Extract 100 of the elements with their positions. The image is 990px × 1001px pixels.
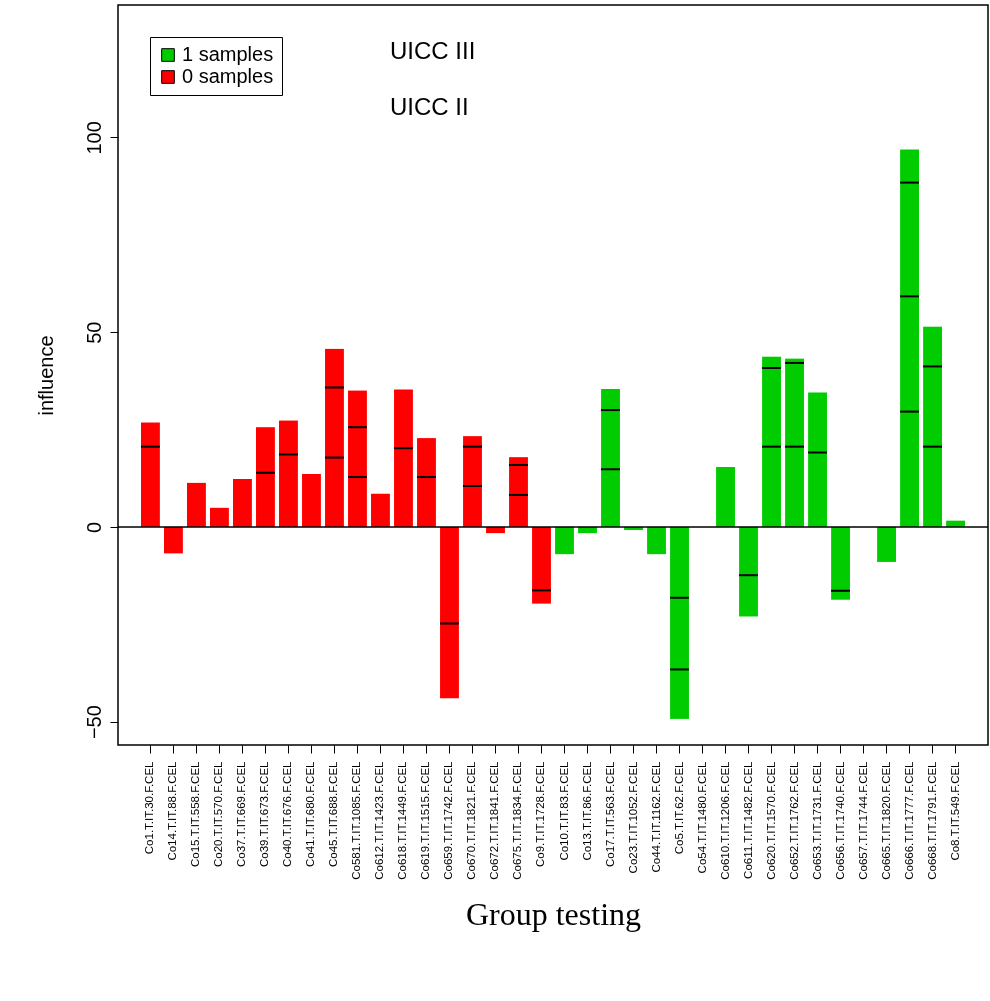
bar xyxy=(440,623,459,699)
x-tick-label: Co37.T.IT.669.F.CEL xyxy=(235,760,248,867)
bar xyxy=(739,575,758,617)
x-tick-label: Co670.T.IT.1821.F.CEL xyxy=(465,760,478,880)
bar xyxy=(509,464,528,495)
bar xyxy=(141,446,160,527)
bar xyxy=(463,436,482,447)
bar xyxy=(900,149,919,183)
bar xyxy=(923,446,942,527)
annotation: UICC III xyxy=(390,37,476,64)
x-tick-label: Co659.T.IT.1742.F.CEL xyxy=(442,760,455,880)
x-tick-label: Co618.T.IT.1449.F.CEL xyxy=(396,760,409,880)
bar xyxy=(256,472,275,527)
y-tick-label: 0 xyxy=(82,521,105,533)
x-tick-label: Co45.T.IT.688.F.CEL xyxy=(327,760,340,867)
x-tick-label: Co666.T.IT.1777.F.CEL xyxy=(902,760,915,880)
bar xyxy=(900,411,919,527)
x-tick-label: Co612.T.IT.1423.F.CEL xyxy=(373,760,386,880)
bar xyxy=(417,438,436,478)
x-tick-label: Co653.T.IT.1731.F.CEL xyxy=(810,760,823,880)
x-tick-label: Co668.T.IT.1791.F.CEL xyxy=(925,760,938,880)
bar xyxy=(923,366,942,447)
x-tick-label: Co611.T.IT.1482.F.CEL xyxy=(741,760,754,879)
x-tick-label: Co10.T.IT.83.F.CEL xyxy=(557,760,570,861)
bar xyxy=(348,477,367,527)
bar xyxy=(233,478,252,527)
x-tick-label: Co17.T.IT.563.F.CEL xyxy=(603,760,616,867)
bar xyxy=(647,526,666,555)
bar xyxy=(808,392,827,453)
x-tick-label: Co41.T.IT.680.F.CEL xyxy=(304,760,317,867)
bar xyxy=(900,182,919,297)
bar xyxy=(417,477,436,527)
x-tick-label: Co652.T.IT.1762.F.CEL xyxy=(787,760,800,880)
bar xyxy=(532,526,551,591)
legend-label: 0 samples xyxy=(182,65,274,87)
bar xyxy=(716,466,735,527)
x-axis-title: Group testing xyxy=(465,895,642,932)
x-tick-label: Co39.T.IT.673.F.CEL xyxy=(258,760,271,867)
x-tick-label: Co40.T.IT.676.F.CEL xyxy=(281,760,294,867)
x-tick-label: Co665.T.IT.1820.F.CEL xyxy=(879,760,892,880)
x-tick-label: Co672.T.IT.1841.F.CEL xyxy=(488,760,501,880)
x-tick-label: Co656.T.IT.1740.F.CEL xyxy=(833,760,846,880)
bar xyxy=(394,389,413,449)
x-tick-label: Co675.T.IT.1834.F.CEL xyxy=(511,760,524,880)
x-tick-label: Co610.T.IT.1206.F.CEL xyxy=(718,760,731,880)
bar xyxy=(923,326,942,367)
bar xyxy=(900,296,919,412)
x-tick-label: Co44.T.IT.1162.F.CEL xyxy=(649,760,662,873)
bar xyxy=(808,452,827,527)
bar xyxy=(463,486,482,527)
y-axis-title: influence xyxy=(34,335,57,416)
x-tick-label: Co620.T.IT.1570.F.CEL xyxy=(764,760,777,880)
bar xyxy=(762,446,781,527)
bar xyxy=(348,390,367,428)
x-tick-label: Co8.T.IT.549.F.CEL xyxy=(948,760,961,861)
bar xyxy=(509,494,528,527)
x-tick-label: Co619.T.IT.1515.F.CEL xyxy=(419,760,432,880)
y-tick-label: 50 xyxy=(82,321,105,344)
x-tick-label: Co14.T.IT.88.F.CEL xyxy=(166,760,179,861)
bar xyxy=(532,590,551,604)
x-tick-label: Co54.T.IT.1480.F.CEL xyxy=(695,760,708,874)
y-tick-label: −50 xyxy=(82,705,105,740)
bar xyxy=(555,526,574,555)
bar xyxy=(279,420,298,455)
bar xyxy=(440,526,459,624)
bar xyxy=(739,526,758,576)
x-tick-label: Co1.T.IT.30.F.CEL xyxy=(143,760,156,855)
bar xyxy=(670,669,689,719)
x-tick-label: Co581.T.IT.1085.F.CEL xyxy=(350,760,363,880)
bar xyxy=(670,526,689,598)
legend-label: 1 samples xyxy=(182,43,274,65)
bar xyxy=(601,410,620,470)
x-tick-label: Co657.T.IT.1744.F.CEL xyxy=(856,760,869,880)
bar xyxy=(877,526,896,562)
bar xyxy=(141,422,160,447)
bar xyxy=(279,454,298,527)
x-tick-label: Co5.T.IT.62.F.CEL xyxy=(672,760,685,855)
x-tick-label: Co13.T.IT.86.F.CEL xyxy=(580,760,593,861)
bar xyxy=(187,482,206,527)
bar xyxy=(601,469,620,527)
y-tick-label: 100 xyxy=(82,121,105,155)
bar xyxy=(785,446,804,527)
bar xyxy=(463,446,482,486)
bar xyxy=(302,473,321,527)
bar xyxy=(210,507,229,527)
bar xyxy=(256,427,275,473)
x-tick-label: Co20.T.IT.570.F.CEL xyxy=(212,760,225,867)
bar xyxy=(325,348,344,388)
bar xyxy=(601,389,620,411)
bar xyxy=(164,526,183,554)
bar xyxy=(762,367,781,447)
bar xyxy=(371,493,390,527)
bar xyxy=(325,387,344,458)
bar xyxy=(394,448,413,527)
x-tick-label: Co9.T.IT.1728.F.CEL xyxy=(534,760,547,867)
bar xyxy=(325,457,344,527)
bar xyxy=(348,427,367,478)
x-tick-label: Co15.T.IT.558.F.CEL xyxy=(189,760,202,867)
x-tick-label: Co23.T.IT.1052.F.CEL xyxy=(626,760,639,874)
bar xyxy=(785,362,804,447)
